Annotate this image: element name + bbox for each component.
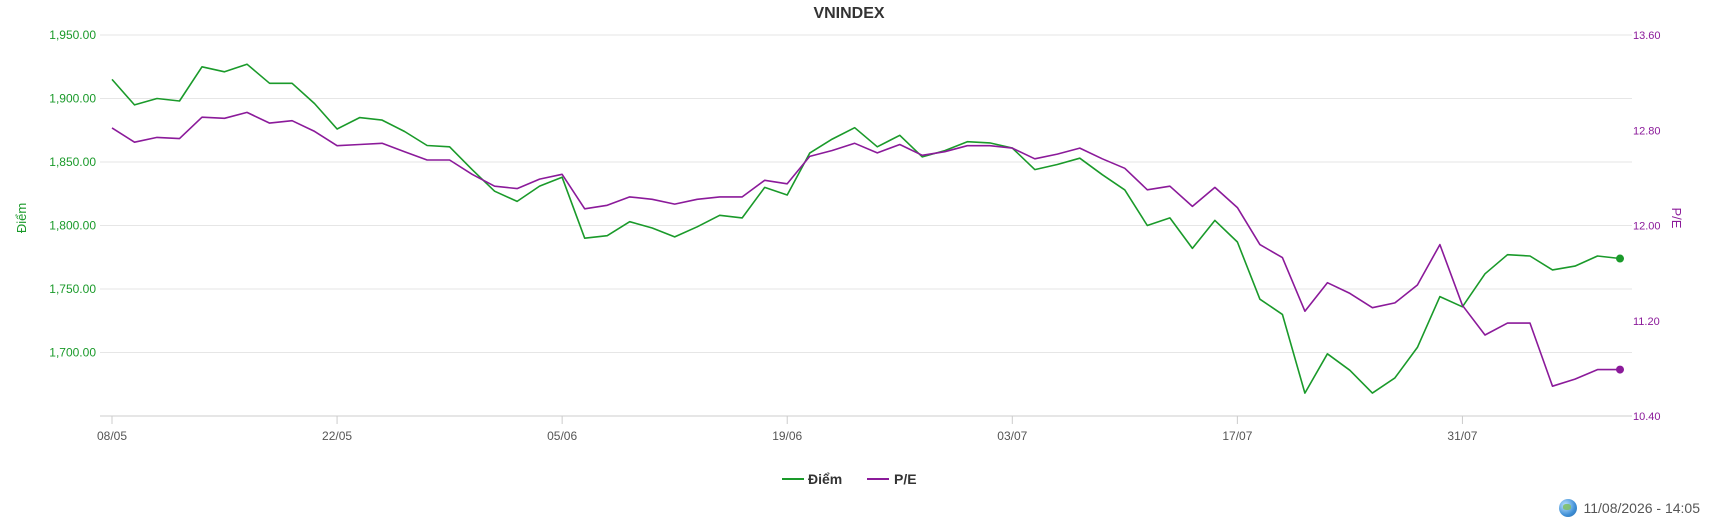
x-tick-label: 31/07	[1447, 429, 1477, 443]
x-tick-label: 19/06	[772, 429, 802, 443]
x-tick-label: 03/07	[997, 429, 1027, 443]
gridlines	[100, 34, 1632, 353]
chart-title: VNINDEX	[813, 5, 884, 22]
legend-label-diem: Điểm	[808, 471, 842, 487]
y-tick-label-left: 1,800.00	[49, 219, 96, 233]
legend[interactable]: Điểm P/E	[782, 471, 917, 487]
x-tick-label: 17/07	[1222, 429, 1252, 443]
y-tick-label-right: 10.40	[1633, 411, 1661, 423]
y-tick-label-left: 1,850.00	[49, 155, 96, 169]
legend-item-pe[interactable]: P/E	[867, 471, 917, 487]
series-end-marker[interactable]	[1616, 254, 1624, 263]
plot-area	[111, 63, 1624, 394]
y-axis-left: 1,700.00 1,750.00 1,800.00 1,850.00 1,900.00…	[49, 28, 96, 360]
series-line-pe[interactable]	[111, 111, 1620, 388]
series-end-marker[interactable]	[1616, 365, 1624, 374]
legend-label-pe: P/E	[894, 471, 917, 487]
y-tick-label-left: 1,750.00	[49, 282, 96, 296]
y-tick-label-left: 1,900.00	[49, 92, 96, 106]
series-line-diem[interactable]	[111, 63, 1621, 394]
legend-item-diem[interactable]: Điểm	[782, 471, 842, 487]
y-tick-label-left: 1,950.00	[49, 28, 96, 42]
y-tick-label-right: 12.80	[1633, 125, 1661, 137]
x-axis: 08/05 22/05 05/06 19/06 03/07 17/07 31/07	[97, 415, 1632, 443]
y-axis-title-right: P/E	[1669, 208, 1684, 229]
timestamp-text: 11/08/2026 - 14:05	[1583, 500, 1700, 516]
x-tick-label: 22/05	[322, 429, 352, 443]
y-tick-label-right: 13.60	[1633, 30, 1661, 42]
y-axis-right: 10.40 11.20 12.00 12.80 13.60	[1633, 30, 1661, 423]
x-tick-label: 05/06	[547, 429, 577, 443]
y-tick-label-right: 12.00	[1633, 221, 1661, 233]
update-timestamp: 11/08/2026 - 14:05	[1559, 499, 1700, 517]
y-tick-label-right: 11.20	[1633, 316, 1660, 328]
x-tick-label: 08/05	[97, 429, 127, 443]
y-axis-title-left: Điểm	[14, 203, 29, 233]
globe-icon	[1559, 499, 1578, 517]
y-tick-label-left: 1,700.00	[49, 346, 96, 360]
